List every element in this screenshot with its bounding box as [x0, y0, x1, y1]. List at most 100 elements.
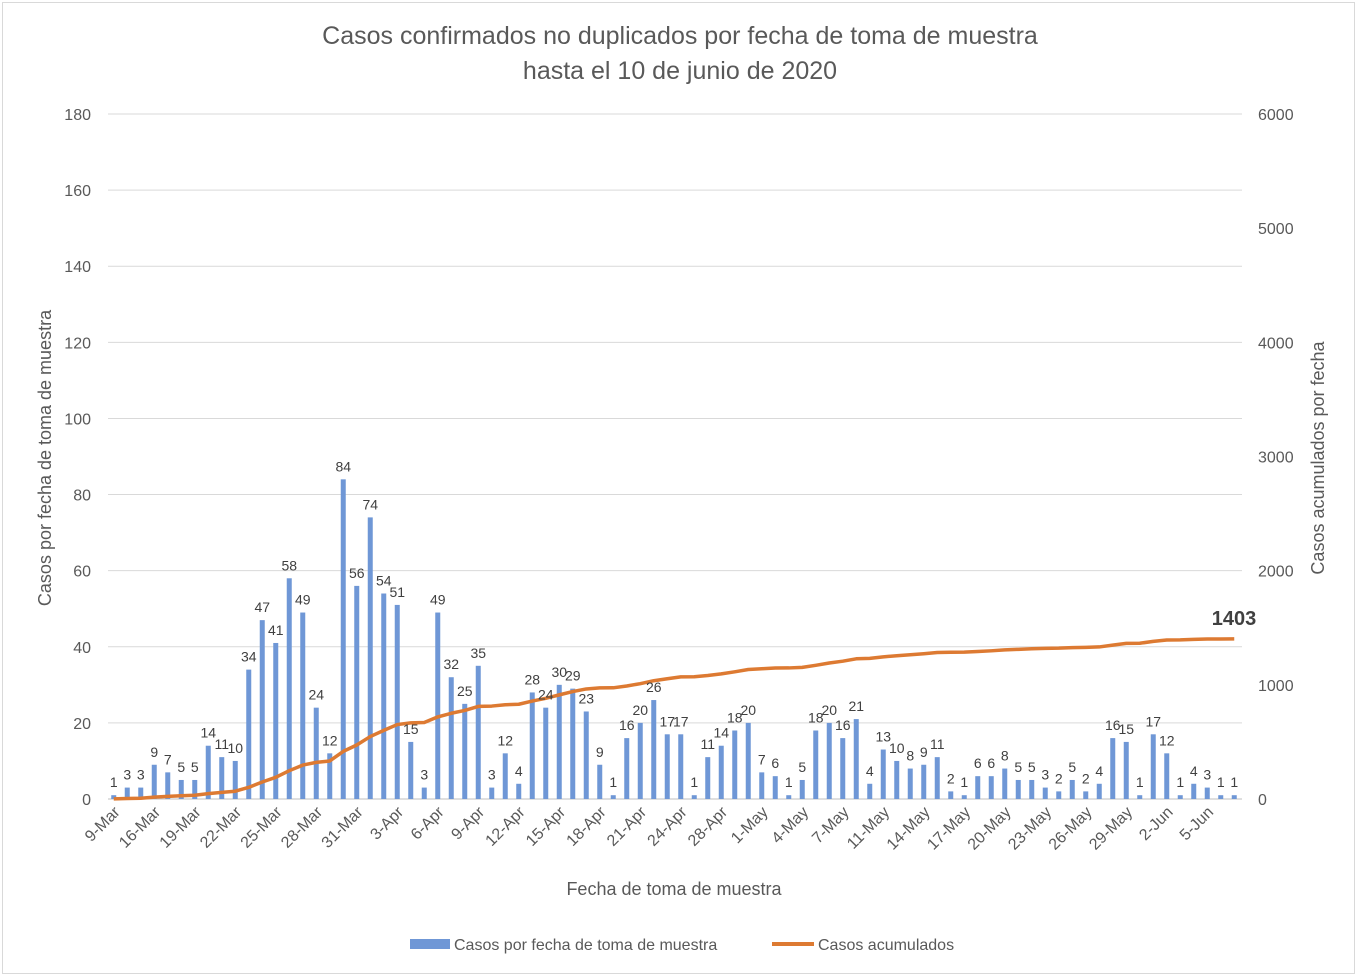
y-tick-label: 140 [64, 259, 91, 276]
bar-data-label: 3 [137, 767, 145, 783]
bar-data-label: 20 [740, 702, 756, 718]
bar [556, 684, 562, 799]
bar-data-label: 8 [1001, 748, 1009, 764]
bar [1069, 779, 1075, 799]
bar-data-label: 24 [538, 687, 554, 703]
legend-label-bars: Casos por fecha de toma de muestra [454, 937, 717, 954]
bar-data-label: 24 [308, 687, 324, 703]
bar [786, 795, 792, 799]
bar [597, 764, 603, 799]
bar-data-label: 15 [1118, 721, 1134, 737]
bar-data-label: 23 [578, 690, 594, 706]
legend-swatch-bars [410, 939, 450, 949]
bar-data-label: 5 [191, 759, 199, 775]
x-tick-label: 29-May [1086, 804, 1136, 854]
bar [651, 700, 657, 799]
bar-data-label: 1 [1176, 774, 1184, 790]
bar-data-label: 20 [821, 702, 837, 718]
bar-data-label: 14 [713, 725, 729, 741]
y-tick-label: 100 [64, 411, 91, 428]
chart-title-line2: hasta el 10 de junio de 2020 [523, 57, 837, 85]
bar-data-label: 3 [488, 767, 496, 783]
bar-data-label: 17 [673, 713, 689, 729]
bar-data-label: 4 [515, 763, 523, 779]
bar [678, 734, 684, 799]
bar-data-label: 16 [835, 717, 851, 733]
bar [745, 722, 751, 799]
bar-data-label: 7 [758, 751, 766, 767]
bar [975, 776, 981, 799]
bar-data-label: 1 [785, 774, 793, 790]
bar-data-label: 9 [920, 744, 928, 760]
y-axis-label: Casos por fecha de toma de muestra [35, 309, 55, 606]
bar [205, 745, 211, 799]
bar [1177, 795, 1183, 799]
bar-data-label: 12 [1159, 732, 1175, 748]
bar-data-label: 12 [497, 732, 513, 748]
bar-data-label: 20 [632, 702, 648, 718]
bar [732, 730, 738, 799]
y2-tick-label: 3000 [1258, 450, 1294, 467]
bar-data-label: 2 [1055, 770, 1063, 786]
x-tick-label: 15-Apr [523, 803, 569, 849]
bar [988, 776, 994, 799]
bar-data-label: 74 [362, 496, 378, 512]
bar [759, 772, 765, 799]
cumulative-end-label: 1403 [1212, 608, 1257, 630]
bar [1137, 795, 1143, 799]
bar-data-label: 28 [524, 671, 540, 687]
bar [165, 772, 171, 799]
bar-data-label: 58 [281, 557, 297, 573]
bar [907, 768, 913, 799]
bar-data-label: 2 [1082, 770, 1090, 786]
x-tick-label: 23-May [1005, 804, 1055, 854]
bar-data-label: 12 [322, 732, 338, 748]
bar [192, 779, 198, 799]
x-tick-label: 12-Apr [483, 803, 529, 849]
bar-data-label: 1 [110, 774, 118, 790]
x-tick-label: 31-Mar [319, 803, 367, 851]
bar [381, 593, 387, 799]
bar [718, 745, 724, 799]
bar [961, 795, 967, 799]
bar [1015, 779, 1021, 799]
bar-data-label: 5 [177, 759, 185, 775]
bar-data-label: 18 [727, 710, 743, 726]
x-tick-label: 22-Mar [197, 803, 245, 851]
bar-data-label: 10 [227, 740, 243, 756]
bar [1123, 741, 1129, 799]
bar-data-label: 1 [1230, 774, 1238, 790]
x-tick-label: 21-Apr [604, 803, 650, 849]
x-tick-label: 28-Mar [278, 803, 326, 851]
y-tick-label: 80 [73, 488, 91, 505]
bar-data-label: 15 [403, 721, 419, 737]
bar-data-label: 34 [241, 649, 257, 665]
x-axis-label: Fecha de toma de muestra [566, 879, 782, 899]
bar-data-label: 5 [1014, 759, 1022, 775]
bar [624, 738, 630, 799]
bar [286, 578, 292, 799]
bar-data-label: 5 [798, 759, 806, 775]
bar [934, 757, 940, 799]
bar-data-label: 3 [1203, 767, 1211, 783]
bar [826, 722, 832, 799]
y-tick-label: 0 [82, 792, 91, 809]
bar [610, 795, 616, 799]
x-tick-label: 16-Mar [116, 803, 164, 851]
bar [948, 791, 954, 799]
bar [1042, 787, 1048, 799]
y2-tick-label: 2000 [1258, 564, 1294, 581]
bar-data-label: 49 [295, 592, 311, 608]
bar-data-label: 4 [1095, 763, 1103, 779]
bar [637, 722, 643, 799]
bar [408, 741, 414, 799]
bar [1150, 734, 1156, 799]
bar [1110, 738, 1116, 799]
bar-data-label: 5 [1068, 759, 1076, 775]
bar-data-label: 9 [596, 744, 604, 760]
bar [259, 620, 265, 799]
bar-data-label: 16 [619, 717, 635, 733]
bar [111, 795, 117, 799]
bar-data-label: 6 [771, 755, 779, 771]
bar [840, 738, 846, 799]
